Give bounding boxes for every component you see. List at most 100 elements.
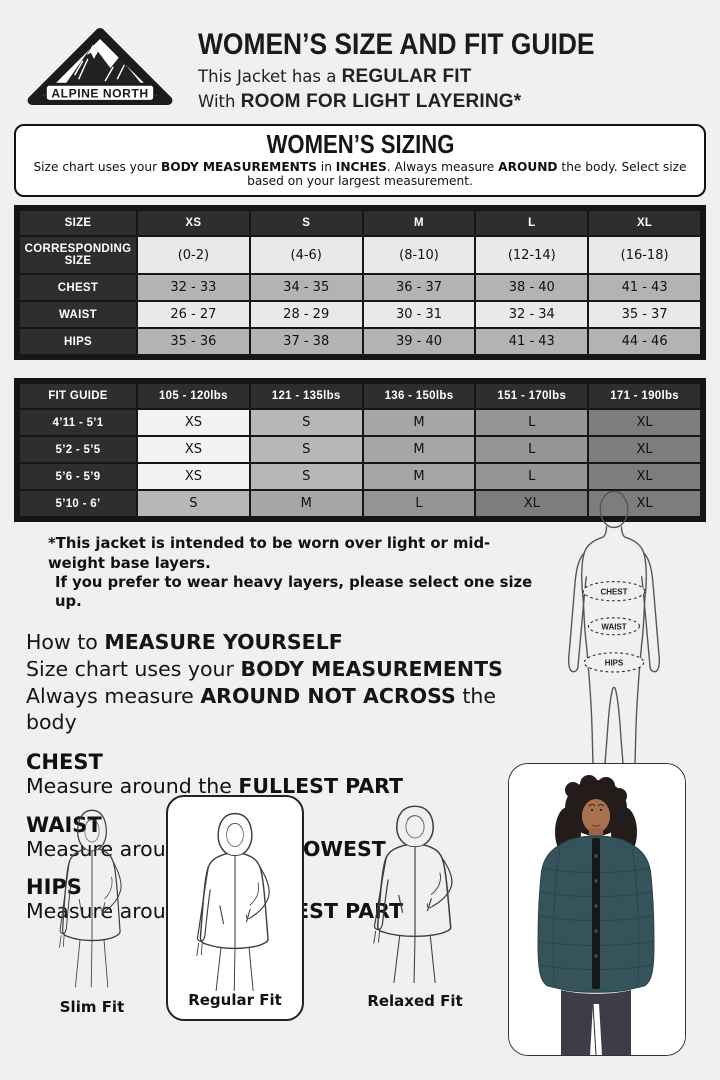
cell: 36 - 37 xyxy=(363,275,475,301)
cell: 37 - 38 xyxy=(250,329,362,355)
cell: 30 - 31 xyxy=(363,302,475,328)
table-row: 4’11 - 5’1 XS S M L XL xyxy=(20,410,700,436)
cell: 26 - 27 xyxy=(138,302,249,328)
col-header: 151 - 170lbs xyxy=(476,384,588,409)
col-header: 121 - 135lbs xyxy=(250,384,362,409)
hips-label: HIPS xyxy=(605,659,624,668)
cell: XS xyxy=(138,410,249,436)
row-label: 5’6 - 5’9 xyxy=(20,464,136,490)
fit-label: Relaxed Fit xyxy=(367,992,463,1010)
cell: 32 - 33 xyxy=(138,275,249,301)
womens-sizing-banner: WOMEN’S SIZING Size chart uses your BODY… xyxy=(14,124,706,198)
how-to-measure-text: How to MEASURE YOURSELF Size chart uses … xyxy=(26,630,503,735)
col-header: 136 - 150lbs xyxy=(363,384,475,409)
product-photo-card xyxy=(508,763,686,1056)
col-header: M xyxy=(363,211,475,236)
fit-label: Slim Fit xyxy=(59,998,125,1016)
row-label: CHEST xyxy=(20,275,136,301)
cell: 35 - 37 xyxy=(589,302,700,328)
waist-label: WAIST xyxy=(601,623,626,632)
cell: XL xyxy=(589,491,700,517)
col-header: L xyxy=(476,211,588,236)
table-row: 5’6 - 5’9 XS S M L XL xyxy=(20,464,700,490)
model-wearing-jacket-photo xyxy=(509,764,685,1055)
row-label: HIPS xyxy=(20,329,136,355)
cell: XL xyxy=(589,410,700,436)
row-label: WAIST xyxy=(20,302,136,328)
header-text: WOMEN’S SIZE AND FIT GUIDE This Jacket h… xyxy=(198,24,649,114)
cell: 34 - 35 xyxy=(250,275,362,301)
chest-measure-ellipse xyxy=(582,581,646,602)
table-row: 5’10 - 6’ S M L XL XL xyxy=(20,491,700,517)
cell: L xyxy=(476,437,588,463)
cell: 41 - 43 xyxy=(589,275,700,301)
table-row: CHEST 32 - 33 34 - 35 36 - 37 38 - 40 41… xyxy=(20,275,700,301)
regular-fit-card: Regular Fit xyxy=(166,795,304,1021)
cell: (4-6) xyxy=(250,237,362,274)
row-label: 5’2 - 5’5 xyxy=(20,437,136,463)
col-header: 171 - 190lbs xyxy=(589,384,700,409)
cell: (8-10) xyxy=(363,237,475,274)
cell: L xyxy=(363,491,475,517)
cell: L xyxy=(476,410,588,436)
cell: M xyxy=(363,464,475,490)
cell: (0-2) xyxy=(138,237,249,274)
cell: XL xyxy=(589,437,700,463)
cell: M xyxy=(363,437,475,463)
banner-subtitle: Size chart uses your BODY MEASUREMENTS i… xyxy=(33,160,687,189)
cell: L xyxy=(476,464,588,490)
cell: 28 - 29 xyxy=(250,302,362,328)
cell: M xyxy=(363,410,475,436)
col-header: FIT GUIDE xyxy=(20,384,136,409)
cell: S xyxy=(250,410,362,436)
page-title: WOMEN’S SIZE AND FIT GUIDE xyxy=(198,28,595,61)
cell: 32 - 34 xyxy=(476,302,588,328)
relaxed-fit-figure: Relaxed Fit xyxy=(340,796,490,1010)
col-header: XS xyxy=(138,211,249,236)
layering-footnote: *This jacket is intended to be worn over… xyxy=(48,535,533,611)
chest-section: CHEST Measure around the FULLEST PART xyxy=(26,749,403,799)
cell: XL xyxy=(476,491,588,517)
cell: M xyxy=(250,491,362,517)
relaxed-fit-illustration xyxy=(373,805,453,984)
cell: 39 - 40 xyxy=(363,329,475,355)
cell: S xyxy=(250,464,362,490)
alpine-north-logo-icon: ALPINE NORTH xyxy=(27,27,173,105)
fit-label: Regular Fit xyxy=(188,991,282,1009)
row-label: 5’10 - 6’ xyxy=(20,491,136,517)
fit-table-header-row: FIT GUIDE 105 - 120lbs 121 - 135lbs 136 … xyxy=(20,384,700,409)
cell: 44 - 46 xyxy=(589,329,700,355)
cell: (16-18) xyxy=(589,237,700,274)
banner-title: WOMEN’S SIZING xyxy=(266,129,454,160)
logo-text: ALPINE NORTH xyxy=(51,86,148,100)
row-label: CORRESPONDING SIZE xyxy=(20,237,136,274)
size-measurements-table: SIZE XS S M L XL CORRESPONDING SIZE (0-2… xyxy=(14,205,706,361)
hips-measure-ellipse xyxy=(583,652,645,673)
body-measurement-diagram: CHEST WAIST HIPS xyxy=(567,491,661,794)
cell: S xyxy=(138,491,249,517)
cell: XS xyxy=(138,437,249,463)
body-diagram-column: CHEST WAIST HIPS xyxy=(518,491,710,924)
slim-fit-figure: Slim Fit xyxy=(22,800,162,1016)
slim-fit-illustration xyxy=(58,809,122,988)
cell: S xyxy=(250,437,362,463)
header: ALPINE NORTH WOMEN’S SIZE AND FIT GUIDE … xyxy=(0,0,720,120)
col-header: SIZE xyxy=(20,211,136,236)
col-header: XL xyxy=(589,211,700,236)
col-header: S xyxy=(250,211,362,236)
size-table-header-row: SIZE XS S M L XL xyxy=(20,211,700,236)
waist-measure-ellipse xyxy=(587,617,641,636)
cell: (12-14) xyxy=(476,237,588,274)
fit-subtitle: This Jacket has a REGULAR FIT With ROOM … xyxy=(198,66,522,112)
fit-guide-table: FIT GUIDE 105 - 120lbs 121 - 135lbs 136 … xyxy=(14,378,706,523)
table-row: CORRESPONDING SIZE (0-2) (4-6) (8-10) (1… xyxy=(20,237,700,274)
cell: 35 - 36 xyxy=(138,329,249,355)
table-row: 5’2 - 5’5 XS S M L XL xyxy=(20,437,700,463)
table-row: WAIST 26 - 27 28 - 29 30 - 31 32 - 34 35… xyxy=(20,302,700,328)
cell: 38 - 40 xyxy=(476,275,588,301)
cell: XS xyxy=(138,464,249,490)
table-row: HIPS 35 - 36 37 - 38 39 - 40 41 - 43 44 … xyxy=(20,329,700,355)
chest-label: CHEST xyxy=(601,588,628,597)
col-header: 105 - 120lbs xyxy=(138,384,249,409)
